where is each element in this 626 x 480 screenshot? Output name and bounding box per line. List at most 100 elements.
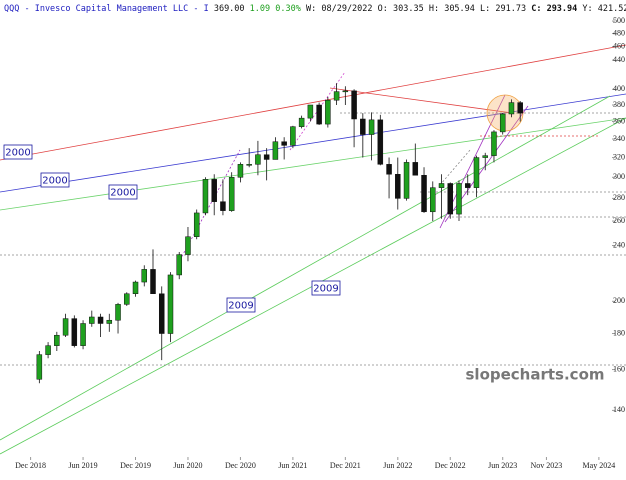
- candle-body: [307, 104, 314, 119]
- y-tick-label: 360: [613, 116, 625, 125]
- candle-body: [167, 274, 174, 334]
- candle-body: [150, 269, 156, 295]
- trendline: [0, 44, 626, 161]
- y-tick-label: 400: [613, 84, 625, 93]
- candle-body: [430, 187, 436, 213]
- candle-body: [272, 141, 279, 160]
- y-tick-label: 280: [613, 193, 625, 202]
- candle-body: [80, 323, 86, 346]
- candle-body: [211, 179, 217, 202]
- close: C: 293.94: [531, 4, 577, 14]
- candle-body: [71, 318, 78, 346]
- candle-body: [246, 164, 252, 166]
- candle-body: [395, 173, 401, 199]
- candle-body: [377, 119, 384, 165]
- annotation: 2009: [228, 301, 253, 312]
- candle-body: [158, 293, 165, 334]
- trendline: [329, 87, 513, 114]
- x-tick-label: Dec 2018: [15, 461, 46, 470]
- candle-body: [62, 318, 69, 336]
- x-tick-label: Nov 2023: [531, 461, 563, 470]
- y-tick-label: 460: [613, 41, 625, 50]
- x-tick-label: Jun 2023: [488, 461, 517, 470]
- annotation: 2009: [313, 284, 338, 295]
- candle-body: [333, 91, 340, 101]
- field: L: 291.73: [480, 4, 526, 14]
- x-tick-label: Jun 2019: [68, 461, 97, 470]
- y-tick-label: 340: [613, 134, 625, 143]
- candle-body: [132, 281, 139, 295]
- candle-body: [412, 162, 419, 176]
- y-tick-label: 380: [613, 100, 625, 109]
- field: H: 305.94: [429, 4, 475, 14]
- candle-body: [316, 104, 322, 125]
- candle-body: [325, 99, 331, 125]
- annotation-box: [108, 184, 138, 200]
- x-tick-label: Jun 2022: [383, 461, 412, 470]
- candle-body: [508, 102, 515, 115]
- y-tick-label: 260: [613, 216, 625, 225]
- annotation: 2000: [5, 148, 30, 159]
- header: QQQ - Invesco Capital Management LLC - I…: [4, 4, 626, 14]
- y-tick-label: 320: [613, 152, 625, 161]
- change-pct: 0.30%: [275, 4, 301, 14]
- candle-body: [491, 131, 497, 156]
- candle-body: [447, 183, 454, 215]
- candle-body: [482, 155, 488, 158]
- candle-body: [185, 236, 191, 255]
- candle-body: [176, 254, 182, 276]
- change: 1.09: [250, 4, 270, 14]
- candle-body: [298, 117, 305, 127]
- watermark: slopecharts.com: [466, 366, 605, 384]
- candle-body: [456, 183, 462, 215]
- candle-body: [255, 154, 261, 165]
- candle-body: [202, 179, 209, 214]
- annotation: 2000: [42, 176, 67, 187]
- candle-body: [342, 90, 349, 93]
- annotation-box: [40, 172, 70, 188]
- trendline: [0, 117, 626, 211]
- field: O: 303.35: [378, 4, 424, 14]
- x-tick-label: Jun 2021: [278, 461, 307, 470]
- candle-body: [124, 293, 130, 305]
- candle-body: [281, 141, 287, 146]
- annotation: 2000: [110, 188, 135, 199]
- annotation-box: [3, 144, 33, 160]
- y-tick-label: 160: [613, 364, 625, 373]
- candle-body: [89, 316, 95, 324]
- candle-body: [499, 113, 506, 133]
- candle-body: [386, 164, 392, 175]
- annotation-box: [226, 297, 256, 313]
- x-tick-label: Dec 2020: [225, 461, 256, 470]
- annotation-box: [311, 280, 341, 296]
- candle-body: [45, 345, 51, 355]
- candle-body: [421, 175, 427, 213]
- field: W: 08/29/2022: [306, 4, 373, 14]
- candle-body: [106, 319, 113, 324]
- candle-body: [290, 126, 296, 146]
- candle-body: [193, 212, 200, 237]
- candle-body: [464, 183, 471, 188]
- y-tick-label: 200: [613, 296, 625, 305]
- x-tick-label: Jun 2020: [173, 461, 202, 470]
- candle-body: [237, 164, 244, 178]
- symbol: QQQ - Invesco Capital Management LLC - I: [4, 4, 209, 14]
- candle-body: [403, 162, 410, 199]
- y-tick-label: 300: [613, 172, 625, 181]
- x-tick-label: May 2024: [583, 461, 616, 470]
- y-tick-label: 440: [613, 55, 625, 64]
- candle-body: [517, 102, 523, 114]
- year: Y: 421.52: [582, 4, 626, 14]
- candle-body: [368, 119, 375, 135]
- candle-body: [228, 177, 235, 211]
- candle-body: [141, 269, 148, 283]
- y-tick-label: 180: [613, 328, 625, 337]
- last-price: 369.00: [214, 4, 245, 14]
- candle-body: [263, 154, 270, 160]
- y-tick-label: 240: [613, 240, 625, 249]
- candle-body: [36, 354, 43, 380]
- y-tick-label: 500: [613, 16, 625, 25]
- x-tick-label: Dec 2019: [120, 461, 151, 470]
- y-tick-label: 480: [613, 28, 625, 37]
